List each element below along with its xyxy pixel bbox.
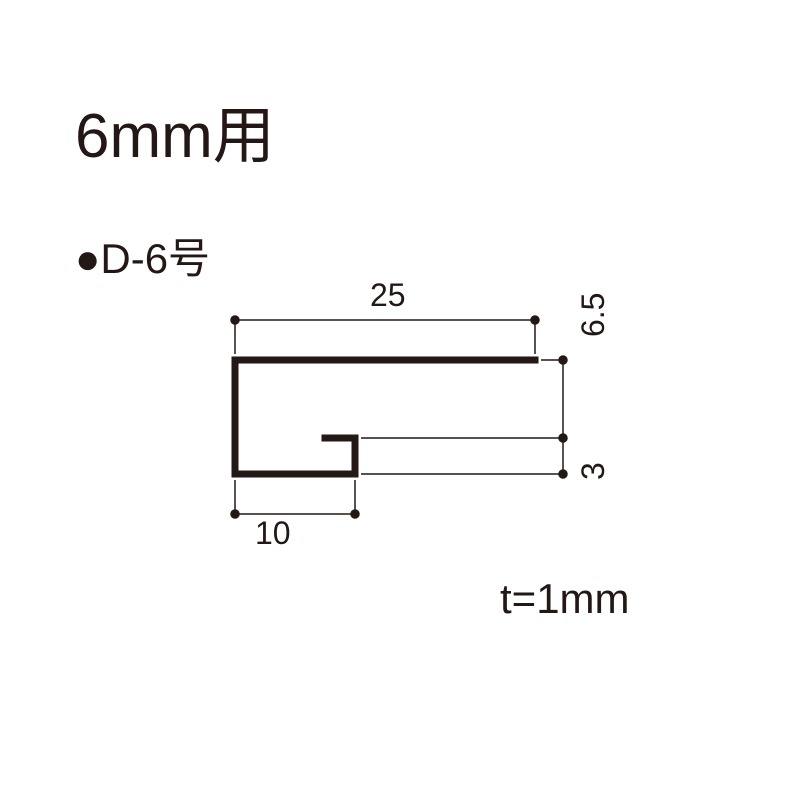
profile-diagram: 25 6.5 3 10 — [190, 285, 640, 575]
dim-top-width: 25 — [370, 277, 406, 314]
dim-lip-height: 3 — [575, 462, 612, 480]
model-label: ●D-6号 — [75, 225, 210, 286]
bullet-icon: ● — [75, 235, 100, 282]
model-number: D-6号 — [100, 235, 210, 282]
page-title: 6mm用 — [75, 85, 275, 175]
dim-channel-height: 6.5 — [575, 293, 612, 337]
thickness-label: t=1mm — [500, 575, 630, 623]
dim-bottom-width: 10 — [255, 515, 291, 552]
